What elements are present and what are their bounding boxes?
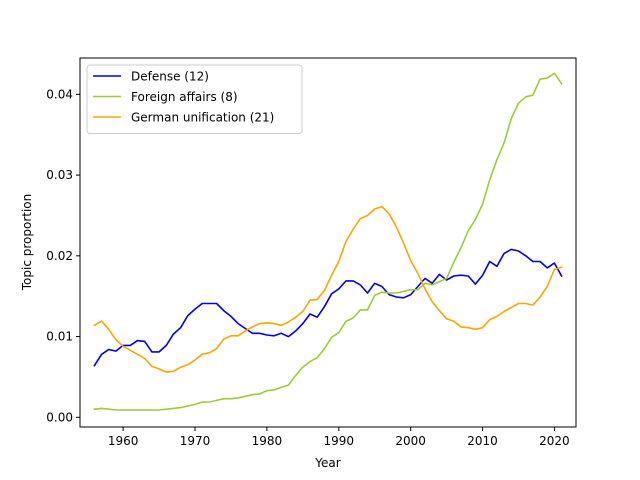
x-axis-label: Year [314,456,340,470]
y-tick-label: 0.01 [46,330,73,344]
y-tick-label: 0.04 [46,87,73,101]
x-tick-label: 2010 [467,434,498,448]
series-line-1 [93,72,563,411]
axes-frame [79,57,577,428]
x-tick-label: 1970 [180,434,211,448]
series-line-2 [93,205,563,373]
legend-label-0: Defense (12) [131,70,209,84]
series-line-0 [93,248,563,367]
x-tick-label: 1980 [252,434,283,448]
x-tick-label: 1990 [324,434,355,448]
x-tick-label: 2000 [395,434,426,448]
y-tick-label: 0.00 [46,410,73,424]
y-tick-label: 0.03 [46,168,73,182]
legend: Defense (12) Foreign affairs (8) German un… [86,64,303,134]
x-tick-label: 2020 [539,434,570,448]
legend-label-2: German unification (21) [131,111,274,125]
y-axis-label: Topic proportion [20,194,34,292]
x-axis-ticks: 1960 1970 1980 1990 2000 2010 2020 [108,427,570,448]
y-axis-ticks: 0.00 0.01 0.02 0.03 0.04 [46,87,80,424]
x-tick-label: 1960 [108,434,139,448]
legend-label-1: Foreign affairs (8) [131,90,238,104]
y-tick-label: 0.02 [46,249,73,263]
plot-area [93,72,563,411]
legend-box [86,64,303,134]
